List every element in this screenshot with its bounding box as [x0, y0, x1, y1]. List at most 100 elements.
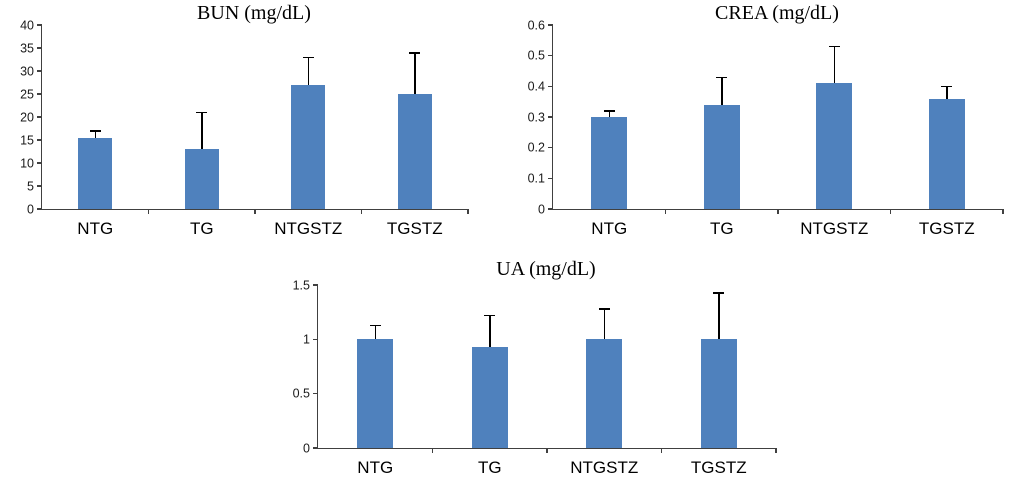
chart-title-ua: UA (mg/dL)	[496, 258, 596, 280]
error-bar	[721, 77, 723, 105]
x-tick-mark	[467, 209, 469, 214]
error-bar	[201, 112, 203, 150]
chart-ua: UA (mg/dL) 0 0.5 1 1.5 NTG TG NTGSTZ TGSTZ	[260, 258, 780, 493]
error-bar-cap	[484, 314, 496, 317]
y-tick-label: 0	[303, 440, 310, 455]
y-tick-mark	[313, 447, 318, 449]
bar-ntg	[591, 117, 628, 209]
bar-ntg	[357, 339, 394, 448]
category-label: TGSTZ	[690, 458, 747, 477]
x-tick-mark	[889, 209, 892, 214]
y-tick-label: 35	[20, 40, 34, 55]
plot-area-crea: 0 0.1 0.2 0.3 0.4 0.5 0.6 NTG TG NTGSTZ TGSTZ	[528, 19, 1004, 238]
x-tick-mark	[777, 209, 779, 214]
bar-ntgstz	[816, 83, 853, 209]
x-tick-mark	[147, 209, 150, 214]
error-bar-cap	[196, 111, 208, 114]
y-tick-label: 10	[20, 155, 34, 170]
y-tick-mark	[37, 208, 42, 210]
error-bar	[374, 325, 376, 340]
error-bar	[414, 52, 416, 94]
category-label: TG	[709, 219, 734, 238]
error-bar	[833, 46, 835, 84]
y-tick-mark	[313, 284, 318, 286]
y-tick-label: 15	[20, 132, 34, 147]
y-tick-label: 20	[20, 109, 34, 124]
y-tick-label: 0.1	[527, 171, 545, 186]
y-tick-mark	[548, 116, 553, 118]
y-tick-mark	[548, 85, 553, 88]
chart-title-crea: CREA (mg/dL)	[715, 2, 839, 24]
y-tick-label: 40	[20, 17, 34, 32]
y-tick-label: 30	[20, 63, 34, 78]
chart-title-bun: BUN (mg/dL)	[197, 2, 311, 24]
y-tick-mark	[548, 177, 553, 180]
category-label: TG	[189, 219, 214, 238]
bar-tg	[703, 104, 740, 209]
error-bar-cap	[409, 52, 421, 54]
x-tick-mark	[660, 448, 663, 453]
error-bar-cap	[713, 292, 725, 294]
y-tick-mark	[37, 70, 42, 72]
plot-area-ua: 0 0.5 1 1.5 NTG TG NTGSTZ TGSTZ	[293, 279, 777, 477]
y-tick-mark	[548, 208, 553, 210]
bar-tg	[184, 149, 219, 209]
y-tick-label: 0.5	[527, 48, 545, 63]
error-bar-cap	[598, 308, 610, 310]
bar-tgstz	[928, 98, 965, 209]
bar-tgstz	[397, 94, 432, 209]
error-bar	[307, 57, 309, 85]
error-bar	[603, 308, 605, 340]
error-bar-cap	[603, 110, 615, 112]
bar-ntgstz	[291, 84, 326, 209]
error-bar-cap	[369, 324, 381, 327]
chart-bun: BUN (mg/dL) 0 5 10 15 20 25 30 35 40 NTG TG NTGSTZ T…	[5, 2, 487, 254]
error-bar-cap	[716, 76, 728, 79]
y-tick-label: 0.6	[527, 17, 545, 32]
y-tick-label: 0.5	[292, 386, 310, 401]
y-tick-mark	[37, 116, 42, 118]
y-tick-mark	[37, 185, 42, 187]
y-tick-label: 25	[20, 86, 34, 101]
y-tick-label: 0.2	[527, 140, 545, 155]
x-tick-mark	[254, 209, 256, 214]
y-tick-mark	[548, 54, 553, 57]
y-tick-mark	[313, 338, 318, 341]
y-tick-mark	[37, 93, 42, 95]
y-tick-label: 0.3	[527, 109, 545, 124]
y-tick-mark	[548, 146, 553, 149]
error-bar-cap	[302, 56, 314, 59]
category-label: NTG	[591, 219, 628, 238]
category-label: NTG	[357, 458, 394, 477]
x-tick-mark	[546, 448, 548, 453]
y-tick-label: 1	[303, 332, 310, 347]
x-tick-mark	[775, 448, 777, 453]
category-label: NTGSTZ	[800, 219, 869, 238]
category-label: TGSTZ	[386, 219, 443, 238]
error-bar	[946, 86, 948, 99]
error-bar-cap	[89, 130, 101, 132]
x-tick-mark	[664, 209, 667, 214]
y-tick-label: 5	[27, 178, 34, 193]
bar-ntg	[78, 137, 113, 209]
x-tick-mark	[431, 448, 434, 453]
category-label: NTGSTZ	[274, 219, 343, 238]
x-tick-mark	[360, 209, 363, 214]
bar-tg	[471, 346, 508, 448]
error-bar	[608, 110, 610, 117]
bar-ntgstz	[586, 339, 623, 448]
category-label: NTGSTZ	[570, 458, 639, 477]
category-label: NTG	[77, 219, 114, 238]
error-bar	[489, 315, 491, 347]
error-bar	[94, 130, 96, 138]
y-tick-label: 1.5	[292, 277, 310, 292]
y-tick-mark	[548, 24, 553, 26]
chart-crea: CREA (mg/dL) 0 0.1 0.2 0.3 0.4 0.5 0.6 NTG TG NTG…	[508, 2, 1016, 252]
category-label: TGSTZ	[918, 219, 975, 238]
error-bar	[718, 292, 720, 340]
y-tick-mark	[37, 139, 42, 141]
x-tick-mark	[1002, 209, 1004, 214]
y-tick-mark	[313, 392, 318, 395]
y-tick-label: 0	[27, 201, 34, 216]
